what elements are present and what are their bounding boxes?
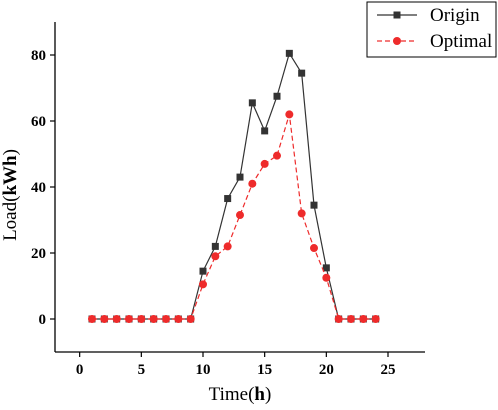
y-tick-label: 80 (31, 48, 46, 64)
data-point-optimal (371, 315, 380, 323)
data-point-optimal (248, 179, 257, 188)
data-point-optimal (162, 315, 170, 323)
data-point-origin (236, 173, 244, 181)
data-point-origin (322, 264, 330, 272)
data-point-optimal (174, 315, 183, 323)
data-point-optimal (359, 315, 368, 323)
legend-entry-optimal: Optimal (377, 31, 492, 52)
data-point-optimal (88, 315, 96, 323)
data-point-optimal (273, 151, 281, 160)
data-point-origin (310, 201, 318, 209)
data-point-optimal (223, 242, 232, 251)
data-point-optimal (137, 315, 146, 323)
legend-marker-optimal (393, 37, 401, 45)
data-point-origin (211, 242, 219, 250)
data-point-optimal (334, 315, 343, 323)
data-point-optimal (322, 273, 331, 282)
x-ticks: 0 5 10 15 20 25 (76, 352, 396, 378)
x-tick-label: 15 (257, 362, 272, 378)
data-point-origin (273, 92, 281, 100)
legend-entry-origin: Origin (377, 5, 480, 26)
data-point-origin (199, 267, 207, 275)
y-axis-title: Load(kWh) (0, 149, 21, 241)
legend: Origin Optimal (366, 1, 497, 58)
x-tick-label: 0 (76, 362, 84, 378)
data-point-optimal (347, 315, 355, 323)
data-point-origin (248, 99, 256, 107)
series-line-optimal (92, 114, 376, 320)
y-tick-label: 40 (31, 180, 46, 196)
data-point-origin (224, 195, 232, 203)
data-point-optimal (260, 159, 269, 168)
y-tick-label: 60 (31, 114, 46, 130)
data-point-optimal (199, 280, 207, 289)
x-tick-label: 20 (319, 362, 334, 378)
y-tick-label: 20 (31, 246, 46, 262)
data-point-optimal (112, 315, 121, 323)
series-line-origin (92, 51, 376, 320)
data-point-optimal (125, 315, 133, 323)
data-point-origin (261, 127, 269, 135)
legend-marker-origin (393, 11, 401, 19)
data-point-optimal (297, 209, 306, 218)
data-point-origin (298, 69, 306, 77)
data-point-optimal (236, 211, 244, 220)
data-point-optimal (285, 110, 294, 119)
y-tick-label: 0 (39, 312, 47, 328)
y-ticks: 0 20 40 60 80 (31, 48, 55, 328)
legend-label-optimal: Optimal (430, 31, 492, 52)
data-point-optimal (211, 252, 220, 261)
data-point-optimal (310, 244, 318, 253)
x-tick-label: 5 (138, 362, 146, 378)
x-tick-label: 25 (381, 362, 396, 378)
series-layer (88, 49, 380, 323)
legend-label-origin: Origin (430, 5, 480, 26)
data-point-origin (285, 49, 293, 57)
legend-box (366, 1, 497, 58)
x-tick-label: 10 (196, 362, 211, 378)
x-axis-title: Time(h) (209, 384, 272, 405)
data-point-optimal (186, 315, 195, 323)
axes (54, 22, 425, 353)
data-point-optimal (149, 315, 158, 323)
data-point-optimal (100, 315, 109, 323)
